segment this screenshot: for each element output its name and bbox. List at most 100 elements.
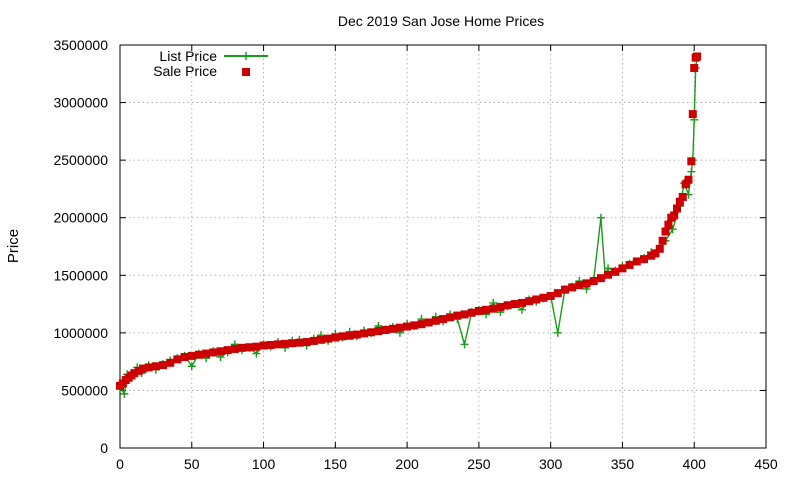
sale-price-point (489, 304, 498, 313)
sale-price-point (395, 323, 404, 332)
sale-price-point (345, 331, 354, 340)
list-price-point (668, 225, 677, 234)
sale-price-point (446, 313, 455, 322)
sale-price-point (138, 364, 147, 373)
sale-price-point (688, 110, 697, 119)
sale-price-point (482, 305, 491, 314)
sale-price-point (209, 348, 218, 357)
sale-price-point (517, 298, 526, 307)
sale-price-point (295, 338, 304, 347)
sale-price-point (273, 340, 282, 349)
sale-price-point (693, 52, 702, 61)
y-tick-label: 3000000 (53, 95, 108, 111)
list-price-point (553, 328, 562, 337)
sale-price-point (675, 197, 684, 206)
x-tick-label: 350 (611, 456, 635, 472)
y-tick-label: 1500000 (53, 267, 108, 283)
sale-price-point (360, 329, 369, 338)
sale-price-point (510, 300, 519, 309)
sale-price-point (681, 180, 690, 189)
list-price-point (596, 213, 605, 222)
legend: List Price Sale Price (153, 48, 268, 79)
sale-price-point (173, 355, 182, 364)
sale-price-point (467, 308, 476, 317)
sale-price-point (338, 332, 347, 341)
list-price-point (187, 362, 196, 371)
sale-price-point (223, 346, 232, 355)
chart-title: Dec 2019 San Jose Home Prices (338, 13, 544, 29)
sale-price-point (678, 192, 687, 201)
sale-price-point (230, 344, 239, 353)
sale-price-point (503, 301, 512, 310)
sale-price-point (460, 310, 469, 319)
sale-price-point (690, 64, 699, 73)
sale-price-point (525, 297, 534, 306)
sale-price-point (582, 279, 591, 288)
sale-price-point (618, 264, 627, 273)
sale-price-point (403, 322, 412, 331)
sale-price-point (684, 175, 693, 184)
list-price-point (120, 389, 129, 398)
legend-marker-sale-price (242, 68, 250, 76)
sale-price-point (381, 325, 390, 334)
grid-lines (120, 45, 766, 448)
sale-price-point (553, 289, 562, 298)
y-tick-label: 2000000 (53, 210, 108, 226)
sale-price-point (302, 338, 311, 347)
sale-price-point (245, 343, 254, 352)
x-tick-label: 250 (467, 456, 491, 472)
x-tick-label: 400 (683, 456, 707, 472)
sale-price-point (424, 318, 433, 327)
sale-price-point (316, 335, 325, 344)
sale-price-point (655, 244, 664, 253)
sale-price-point (539, 293, 548, 302)
x-tick-label: 150 (324, 456, 348, 472)
sale-price-point (546, 292, 555, 301)
list-price-point (252, 349, 261, 358)
sale-price-point (496, 302, 505, 311)
x-tick-label: 450 (754, 456, 778, 472)
sale-price-point (575, 281, 584, 290)
x-tick-label: 200 (395, 456, 419, 472)
sale-price-point (453, 311, 462, 320)
y-tick-label: 500000 (61, 382, 108, 398)
sale-price-point (252, 342, 261, 351)
sale-price-point (651, 249, 660, 258)
sale-price-point (664, 220, 673, 229)
sale-price-point (259, 341, 268, 350)
y-axis-title: Price (5, 229, 22, 263)
legend-label-list-price: List Price (159, 48, 217, 64)
sale-price-point (611, 267, 620, 276)
x-tick-label: 0 (116, 456, 124, 472)
sale-price-point (474, 306, 483, 315)
sale-price-point (144, 363, 153, 372)
sale-price-point (159, 361, 168, 370)
list-price-line (119, 56, 698, 395)
sale-price-point (367, 328, 376, 337)
sale-price-point (288, 339, 297, 348)
sale-price-point (589, 277, 598, 286)
y-tick-label: 3500000 (53, 37, 108, 53)
legend-marker-list-price (242, 52, 250, 60)
axis-ticks: 0 50 100 150 200 250 300 350 400 450 0 500000 100000… (53, 37, 777, 472)
sale-price-point (639, 255, 648, 264)
sale-price-point (568, 283, 577, 292)
sale-price-point (202, 349, 211, 358)
sale-price-point (194, 350, 203, 359)
sale-price-point (374, 327, 383, 336)
sale-price-point (187, 351, 196, 360)
sale-price-point (410, 321, 419, 330)
sale-price-point (417, 320, 426, 329)
sale-price-point (281, 339, 290, 348)
sale-price-point (604, 270, 613, 279)
sale-price-point (661, 227, 670, 236)
x-tick-label: 50 (184, 456, 200, 472)
sale-price-point (632, 257, 641, 266)
sale-price-point (672, 204, 681, 213)
sale-price-point (166, 358, 175, 367)
sale-price-point (670, 211, 679, 220)
y-tick-label: 1000000 (53, 325, 108, 341)
y-tick-label: 0 (100, 440, 108, 456)
x-tick-label: 300 (539, 456, 563, 472)
